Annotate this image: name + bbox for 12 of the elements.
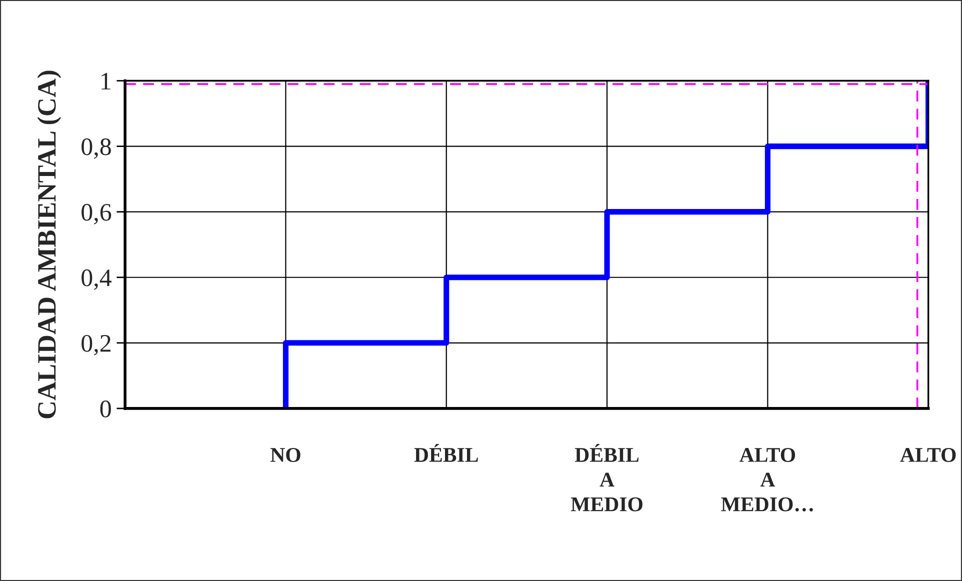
y-tick-label: 0,8	[82, 138, 111, 159]
x-tick-label: DÉBIL	[414, 444, 478, 462]
x-tick-label: ALTO	[900, 448, 956, 462]
y-tick-label: 0,4	[82, 269, 112, 290]
x-tick-label: NO	[270, 448, 300, 462]
y-axis-title: CALIDAD AMBIENTAL (CA)	[37, 70, 62, 418]
y-tick-label: 1	[102, 72, 110, 90]
x-tick-label: ALTO A MEDIO…	[721, 448, 813, 512]
y-tick-label: 0,2	[82, 334, 110, 356]
y-tick-label: 0,6	[82, 204, 112, 224]
y-tick-label: 0	[100, 400, 111, 418]
x-tick-label: DÉBIL A MEDIO	[570, 444, 642, 512]
